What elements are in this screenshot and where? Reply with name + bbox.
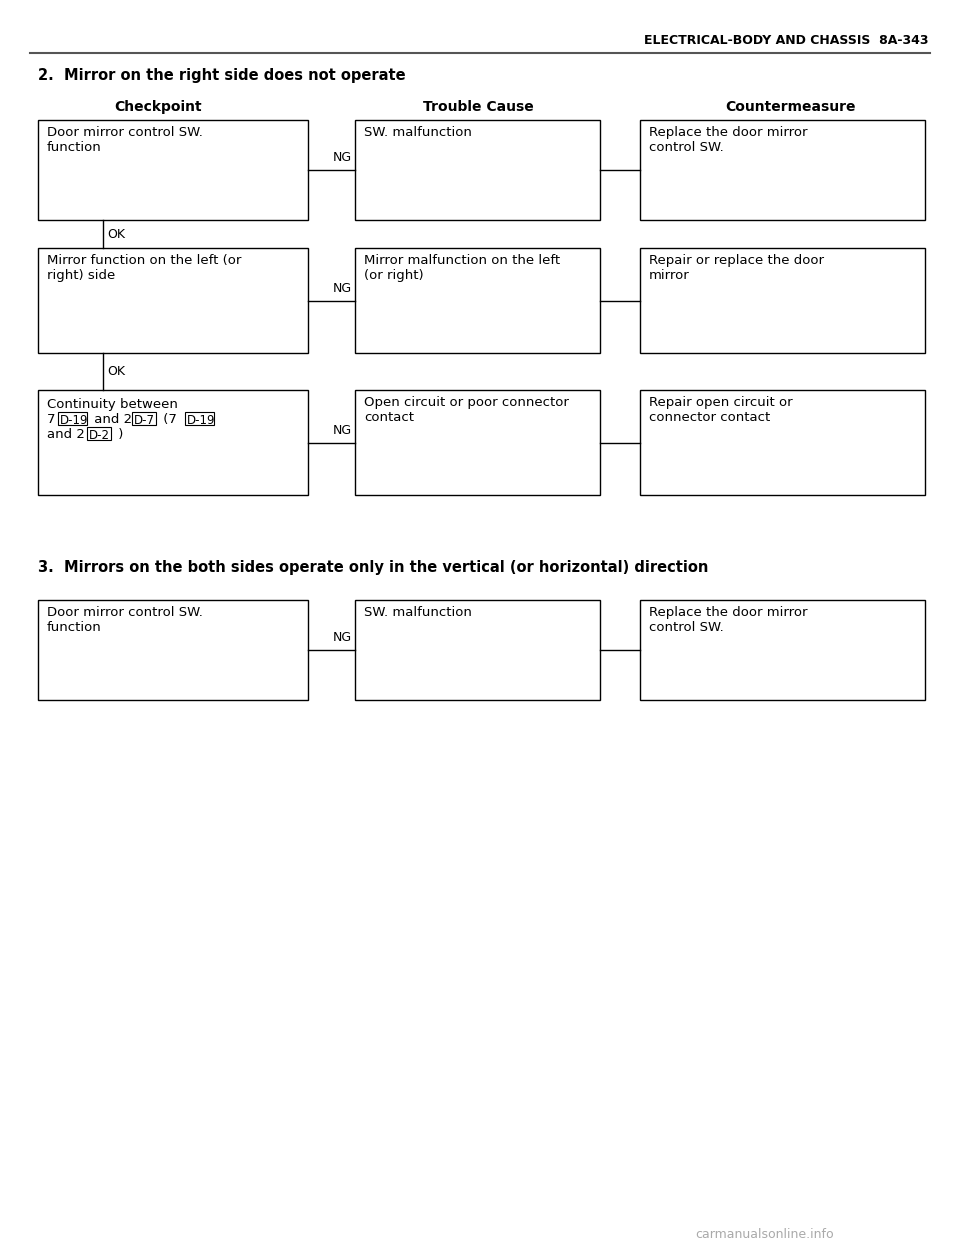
- Bar: [38, 390, 308, 496]
- Text: NG: NG: [333, 424, 352, 436]
- Text: Checkpoint: Checkpoint: [114, 101, 202, 114]
- Bar: [185, 412, 214, 425]
- Bar: [355, 120, 600, 220]
- Text: NG: NG: [333, 282, 352, 294]
- Bar: [38, 600, 308, 700]
- Bar: [132, 412, 156, 425]
- Text: and 2: and 2: [47, 428, 89, 441]
- Bar: [640, 600, 925, 700]
- Bar: [640, 248, 925, 353]
- Text: Continuity between: Continuity between: [47, 397, 178, 411]
- Text: NG: NG: [333, 631, 352, 645]
- Bar: [355, 390, 600, 496]
- Bar: [640, 390, 925, 496]
- Text: Mirror malfunction on the left
(or right): Mirror malfunction on the left (or right…: [364, 255, 560, 282]
- Text: ELECTRICAL-BODY AND CHASSIS  8A-343: ELECTRICAL-BODY AND CHASSIS 8A-343: [643, 34, 928, 47]
- Text: (7: (7: [159, 414, 181, 426]
- Text: Repair or replace the door
mirror: Repair or replace the door mirror: [649, 255, 824, 282]
- Text: Countermeasure: Countermeasure: [725, 101, 855, 114]
- Text: D-19: D-19: [187, 414, 215, 427]
- Text: D-7: D-7: [134, 414, 155, 427]
- Text: SW. malfunction: SW. malfunction: [364, 606, 472, 619]
- Text: OK: OK: [107, 365, 125, 378]
- Bar: [87, 427, 111, 440]
- Bar: [355, 600, 600, 700]
- Text: D-19: D-19: [60, 414, 88, 427]
- Text: SW. malfunction: SW. malfunction: [364, 125, 472, 139]
- Text: Replace the door mirror
control SW.: Replace the door mirror control SW.: [649, 125, 807, 154]
- Text: Mirror function on the left (or
right) side: Mirror function on the left (or right) s…: [47, 255, 241, 282]
- Text: Trouble Cause: Trouble Cause: [422, 101, 534, 114]
- Text: and 2: and 2: [90, 414, 136, 426]
- Text: Open circuit or poor connector
contact: Open circuit or poor connector contact: [364, 396, 569, 424]
- Bar: [58, 412, 87, 425]
- Text: 2.  Mirror on the right side does not operate: 2. Mirror on the right side does not ope…: [38, 68, 406, 83]
- Text: ): ): [114, 428, 124, 441]
- Text: Door mirror control SW.
function: Door mirror control SW. function: [47, 125, 203, 154]
- Bar: [38, 248, 308, 353]
- Text: Replace the door mirror
control SW.: Replace the door mirror control SW.: [649, 606, 807, 633]
- Bar: [640, 120, 925, 220]
- Text: Repair open circuit or
connector contact: Repair open circuit or connector contact: [649, 396, 793, 424]
- Text: Door mirror control SW.
function: Door mirror control SW. function: [47, 606, 203, 633]
- Text: NG: NG: [333, 152, 352, 164]
- Text: 7: 7: [47, 414, 60, 426]
- Text: D-2: D-2: [89, 428, 110, 442]
- Text: carmanualsonline.info: carmanualsonline.info: [695, 1228, 833, 1241]
- Bar: [355, 248, 600, 353]
- Bar: [38, 120, 308, 220]
- Text: 3.  Mirrors on the both sides operate only in the vertical (or horizontal) direc: 3. Mirrors on the both sides operate onl…: [38, 560, 708, 575]
- Text: OK: OK: [107, 227, 125, 241]
